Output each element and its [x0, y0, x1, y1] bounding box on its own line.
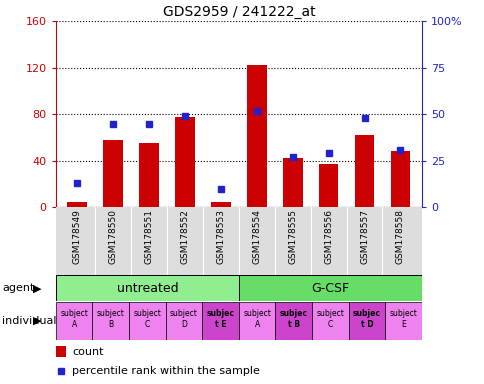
Bar [129, 302, 166, 340]
Text: subject
A: subject A [243, 310, 271, 329]
Bar [239, 302, 275, 340]
Text: individual: individual [2, 316, 57, 326]
Bar [211, 202, 230, 207]
Bar [175, 117, 195, 207]
Text: subject
A: subject A [60, 310, 88, 329]
Bar [103, 140, 123, 207]
Text: count: count [72, 347, 104, 357]
Bar [348, 302, 384, 340]
Bar [246, 65, 266, 207]
Text: subject
E: subject E [389, 310, 417, 329]
Bar [275, 302, 312, 340]
Bar [390, 152, 409, 207]
Bar [56, 275, 239, 301]
Text: untreated: untreated [116, 282, 178, 295]
Bar [56, 302, 92, 340]
Text: GSM178554: GSM178554 [252, 209, 261, 264]
Bar [67, 202, 87, 207]
Text: GSM178555: GSM178555 [287, 209, 297, 264]
Text: subjec
t D: subjec t D [352, 310, 380, 329]
Text: GSM178551: GSM178551 [144, 209, 153, 264]
Bar [318, 164, 338, 207]
Bar [166, 302, 202, 340]
Text: ▶: ▶ [33, 316, 42, 326]
Text: subjec
t E: subjec t E [206, 310, 234, 329]
Bar [56, 346, 66, 357]
Bar [239, 275, 421, 301]
Text: GSM178552: GSM178552 [180, 209, 189, 264]
Bar [312, 302, 348, 340]
Text: subject
D: subject D [170, 310, 197, 329]
Text: GSM178553: GSM178553 [216, 209, 225, 264]
Text: agent: agent [2, 283, 35, 293]
Text: GSM178549: GSM178549 [73, 209, 82, 264]
Text: subjec
t B: subjec t B [279, 310, 307, 329]
Bar [202, 302, 239, 340]
Text: subject
C: subject C [133, 310, 161, 329]
Text: GSM178558: GSM178558 [395, 209, 404, 264]
Bar [139, 143, 159, 207]
Text: G-CSF: G-CSF [311, 282, 349, 295]
Text: percentile rank within the sample: percentile rank within the sample [72, 366, 259, 376]
Text: GSM178556: GSM178556 [323, 209, 333, 264]
Title: GDS2959 / 241222_at: GDS2959 / 241222_at [162, 5, 315, 19]
Bar [384, 302, 421, 340]
Text: subject
C: subject C [316, 310, 344, 329]
Text: GSM178557: GSM178557 [359, 209, 368, 264]
Text: ▶: ▶ [33, 283, 42, 293]
Text: GSM178550: GSM178550 [108, 209, 118, 264]
Bar [354, 135, 374, 207]
Bar [282, 159, 302, 207]
Bar [92, 302, 129, 340]
Text: subject
B: subject B [97, 310, 124, 329]
